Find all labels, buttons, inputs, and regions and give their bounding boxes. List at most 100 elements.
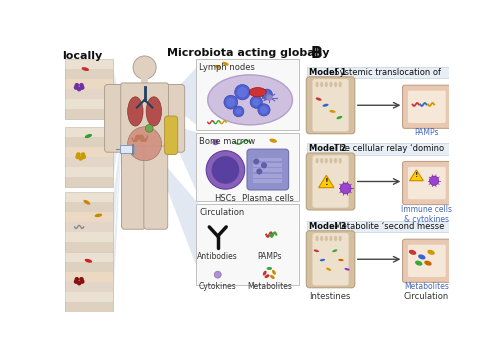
Circle shape [206, 151, 244, 189]
Polygon shape [166, 65, 198, 127]
Polygon shape [152, 150, 198, 272]
Circle shape [262, 89, 272, 100]
FancyBboxPatch shape [402, 85, 451, 128]
FancyBboxPatch shape [312, 79, 348, 131]
Bar [196, 133, 298, 201]
Bar [66, 69, 113, 79]
Ellipse shape [409, 250, 416, 255]
Circle shape [430, 176, 438, 185]
Ellipse shape [330, 82, 332, 87]
Ellipse shape [424, 260, 432, 266]
Ellipse shape [128, 97, 143, 126]
Bar [66, 59, 113, 119]
Bar [66, 302, 113, 312]
FancyBboxPatch shape [104, 85, 128, 152]
FancyBboxPatch shape [306, 77, 355, 134]
Ellipse shape [338, 259, 344, 261]
Ellipse shape [325, 158, 328, 164]
Text: Metabolites: Metabolites [404, 282, 449, 291]
Ellipse shape [338, 82, 342, 87]
FancyBboxPatch shape [247, 149, 288, 190]
Circle shape [74, 83, 79, 87]
Bar [66, 109, 113, 119]
Polygon shape [166, 123, 198, 196]
Bar [66, 222, 113, 232]
Ellipse shape [330, 236, 332, 241]
Ellipse shape [270, 275, 274, 279]
Bar [66, 252, 113, 312]
Circle shape [233, 106, 244, 117]
Bar [66, 192, 113, 202]
Text: B: B [311, 46, 322, 61]
Ellipse shape [214, 65, 221, 69]
Text: Microbiota acting globally: Microbiota acting globally [168, 48, 330, 58]
Ellipse shape [84, 200, 90, 205]
Circle shape [80, 85, 84, 90]
Circle shape [261, 162, 267, 168]
Circle shape [80, 152, 86, 157]
Ellipse shape [338, 158, 342, 164]
Ellipse shape [320, 82, 323, 87]
Text: Model 1: Model 1 [310, 68, 347, 77]
Text: !: ! [324, 178, 328, 187]
Bar [66, 261, 113, 272]
FancyBboxPatch shape [408, 245, 446, 277]
Circle shape [237, 87, 248, 98]
Bar [120, 145, 134, 153]
Bar [66, 137, 113, 147]
FancyBboxPatch shape [144, 146, 168, 229]
Bar [66, 59, 113, 69]
FancyBboxPatch shape [312, 155, 348, 208]
Ellipse shape [146, 97, 162, 126]
Bar [66, 272, 113, 282]
Circle shape [76, 152, 80, 157]
Ellipse shape [316, 236, 318, 241]
Text: Lymph nodes: Lymph nodes [200, 63, 255, 72]
Polygon shape [113, 115, 123, 304]
Circle shape [214, 271, 221, 278]
Bar [66, 147, 113, 157]
Text: PAMPs: PAMPs [414, 128, 438, 137]
FancyBboxPatch shape [408, 91, 446, 123]
Bar [66, 212, 113, 222]
Text: : Metabolite ‘second messe: : Metabolite ‘second messe [330, 222, 444, 231]
Bar [66, 167, 113, 177]
Bar [253, 158, 282, 161]
Bar [66, 292, 113, 302]
Bar [66, 127, 113, 187]
Text: Bone marrow: Bone marrow [200, 137, 256, 146]
Ellipse shape [415, 260, 422, 266]
FancyBboxPatch shape [312, 233, 348, 285]
Circle shape [77, 87, 82, 91]
Ellipse shape [84, 134, 92, 138]
Text: Model 3: Model 3 [310, 222, 347, 231]
Circle shape [80, 279, 84, 284]
Bar [66, 127, 113, 137]
Ellipse shape [320, 158, 323, 164]
Text: Immune cells
& cytokines: Immune cells & cytokines [401, 205, 452, 224]
Polygon shape [410, 170, 424, 181]
Polygon shape [113, 67, 123, 115]
FancyBboxPatch shape [162, 85, 184, 152]
Circle shape [77, 281, 82, 285]
Ellipse shape [270, 139, 277, 143]
Ellipse shape [334, 158, 337, 164]
Text: Circulation: Circulation [200, 208, 244, 217]
FancyBboxPatch shape [120, 83, 168, 153]
Circle shape [82, 154, 86, 159]
Bar [253, 168, 282, 172]
Ellipse shape [316, 158, 318, 164]
Circle shape [258, 104, 270, 116]
Ellipse shape [332, 249, 338, 252]
Bar [66, 177, 113, 187]
Text: Plasma cells: Plasma cells [242, 194, 294, 203]
Circle shape [250, 96, 262, 108]
Ellipse shape [322, 104, 328, 107]
Ellipse shape [316, 98, 322, 101]
Ellipse shape [338, 236, 342, 241]
FancyBboxPatch shape [122, 146, 146, 229]
Circle shape [74, 85, 78, 90]
Ellipse shape [316, 82, 318, 87]
Polygon shape [113, 115, 123, 245]
Circle shape [252, 98, 260, 106]
